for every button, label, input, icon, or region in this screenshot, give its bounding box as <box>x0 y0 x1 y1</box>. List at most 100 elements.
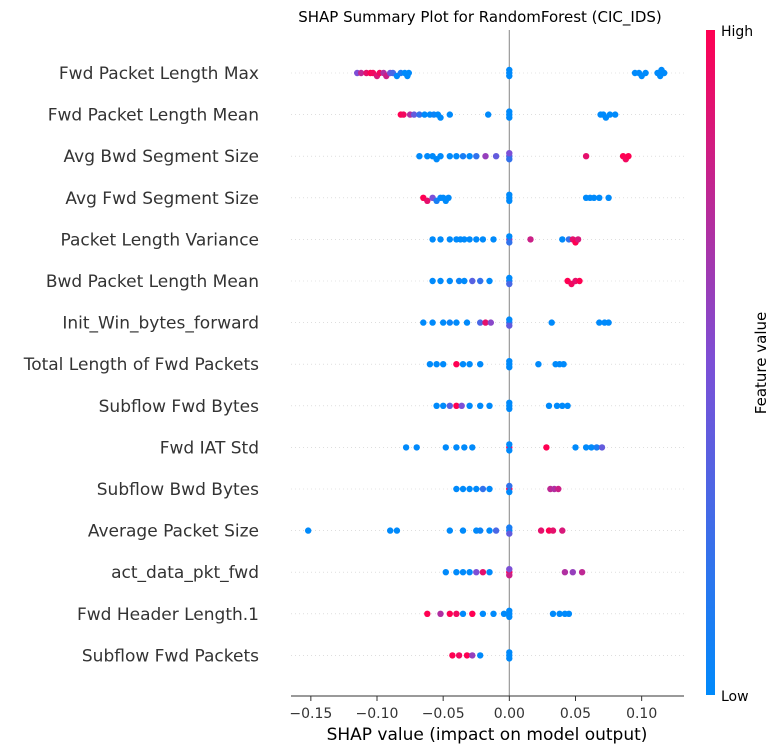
x-axis-title: SHAP value (impact on model output) <box>327 725 648 745</box>
shap-point <box>463 319 471 326</box>
shap-point <box>560 361 567 368</box>
shap-point <box>440 361 447 368</box>
feature-label: Subflow Bwd Bytes <box>97 480 259 500</box>
shap-point <box>445 194 452 201</box>
shap-point <box>559 402 566 409</box>
shap-point <box>596 194 603 201</box>
shap-point <box>506 364 513 371</box>
shap-point <box>446 277 453 285</box>
shap-point <box>590 194 598 201</box>
shap-point <box>424 197 431 204</box>
shap-point <box>506 488 513 496</box>
shap-point <box>466 236 473 243</box>
shap-point <box>506 280 513 288</box>
shap-point <box>446 319 453 326</box>
shap-point <box>479 236 487 243</box>
shap-point <box>569 569 576 576</box>
shap-point <box>477 277 484 285</box>
feature-label: Fwd Header Length.1 <box>77 605 259 625</box>
shap-point <box>506 572 513 579</box>
shap-point <box>486 569 493 576</box>
feature-label: Init_Win_bytes_forward <box>62 314 259 334</box>
shap-point <box>387 527 394 534</box>
shap-point <box>424 153 431 160</box>
shap-point <box>506 156 513 163</box>
feature-label: Subflow Fwd Packets <box>82 646 259 666</box>
shap-point <box>466 153 473 160</box>
shap-point <box>442 569 449 576</box>
shap-point <box>482 319 489 326</box>
shap-point <box>500 610 508 617</box>
shap-point <box>477 402 484 409</box>
shap-point <box>461 236 468 243</box>
colorbar-high-label: High <box>721 24 753 40</box>
shap-point <box>479 610 487 617</box>
shap-point <box>506 316 513 323</box>
shap-point <box>506 441 513 448</box>
x-tick-label: −0.05 <box>422 706 465 722</box>
shap-point <box>469 277 476 285</box>
shap-point <box>506 655 513 662</box>
shap-point <box>437 153 444 160</box>
shap-point <box>605 319 612 326</box>
shap-point <box>437 236 444 243</box>
shap-point <box>437 114 444 121</box>
shap-point <box>459 610 467 617</box>
shap-point <box>506 613 513 620</box>
shap-point <box>446 610 453 617</box>
x-tick-label: 0.00 <box>494 706 525 722</box>
shap-point <box>466 402 473 409</box>
shap-point <box>446 527 453 534</box>
shap-point <box>490 610 497 617</box>
feature-label: Avg Bwd Segment Size <box>64 147 259 167</box>
shap-point <box>564 402 571 409</box>
feature-label: Average Packet Size <box>88 522 259 542</box>
shap-point <box>429 319 436 326</box>
shap-point <box>453 444 460 451</box>
shap-point <box>548 319 555 326</box>
shap-point <box>459 569 467 576</box>
shap-point <box>421 111 428 118</box>
shap-point <box>449 652 456 659</box>
shap-point <box>482 153 489 160</box>
shap-point <box>459 527 467 534</box>
feature-label: Fwd Packet Length Mean <box>48 106 259 126</box>
shap-point <box>437 610 444 617</box>
shap-point <box>446 153 453 160</box>
shap-point <box>506 524 513 531</box>
shap-point <box>453 319 460 326</box>
shap-point <box>440 402 447 409</box>
shap-point <box>466 569 473 576</box>
shap-point <box>661 69 668 77</box>
shap-point <box>537 527 545 534</box>
shap-point <box>477 361 484 368</box>
shap-point <box>426 361 434 368</box>
shap-point <box>485 111 492 118</box>
shap-point <box>442 444 449 451</box>
shap-point <box>527 236 534 243</box>
shap-point <box>492 153 500 160</box>
shap-point <box>416 153 423 160</box>
shap-point <box>598 444 606 451</box>
shap-point <box>561 569 569 576</box>
shap-point <box>596 319 603 326</box>
x-tick-label: −0.15 <box>289 706 332 722</box>
shap-point <box>490 236 497 243</box>
shap-point <box>473 569 480 576</box>
shap-point <box>453 153 460 160</box>
colorbar-low-label: Low <box>721 689 749 705</box>
shap-point <box>506 114 513 121</box>
feature-labels: Fwd Packet Length Max Fwd Packet Length M… <box>23 64 259 666</box>
feature-label: Bwd Packet Length Mean <box>46 272 259 292</box>
shap-point <box>455 277 463 285</box>
shap-point <box>553 402 561 409</box>
shap-point <box>429 236 436 243</box>
shap-point <box>506 197 513 204</box>
shap-point <box>506 239 513 246</box>
shap-point <box>466 361 473 368</box>
shap-point <box>455 652 463 659</box>
shap-point <box>459 153 467 160</box>
shap-point <box>477 527 484 534</box>
shap-point <box>453 361 460 368</box>
